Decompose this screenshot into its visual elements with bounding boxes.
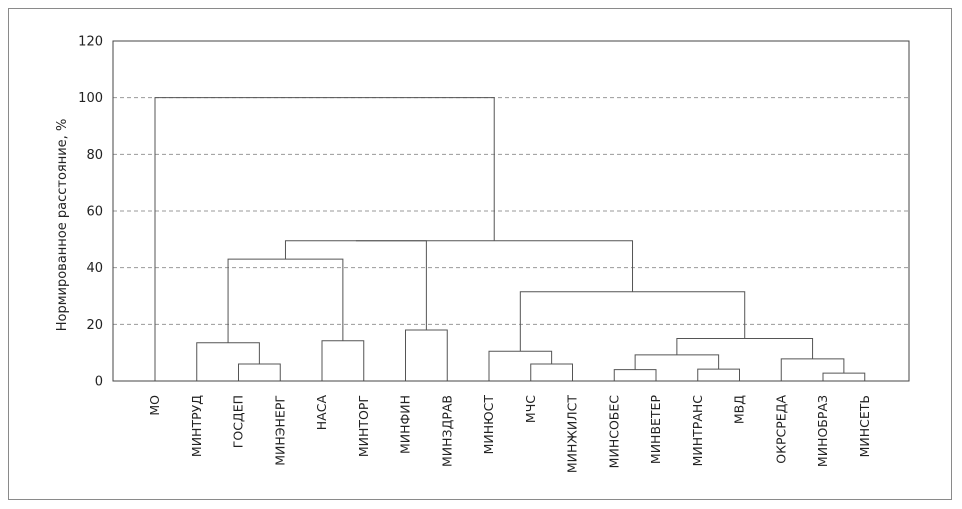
grid-lines xyxy=(113,97,909,325)
dendrogram-link xyxy=(227,258,344,343)
x-category-label: МО xyxy=(147,395,162,416)
dendrogram-link xyxy=(238,363,281,381)
x-category-label: МИНВЕТЕР xyxy=(648,395,663,465)
x-category-label: ГОСДЕП xyxy=(231,395,246,448)
y-tick-label: 20 xyxy=(86,318,103,333)
dendrogram-links xyxy=(154,97,866,381)
x-category-label: МИНЮСТ xyxy=(481,395,496,455)
axes xyxy=(112,40,910,382)
x-category-label: МИНТРАНС xyxy=(690,395,705,467)
x-category-label: МИНЭНЕРГ xyxy=(272,395,287,466)
y-tick-label: 40 xyxy=(86,261,103,276)
x-category-label: МИНТОРГ xyxy=(356,395,371,457)
dendrogram-link xyxy=(530,363,573,381)
x-category-label: МВД xyxy=(732,395,747,424)
dendrogram-link xyxy=(697,368,740,381)
x-category-label: МИНФИН xyxy=(398,395,413,454)
y-axis-title: Нормированное расстояние, % xyxy=(55,119,70,332)
x-category-label: МИНТРУД xyxy=(189,395,204,457)
x-category-label: МЧС xyxy=(523,395,538,423)
y-tick-labels: 0 20 40 60 80 100 120 xyxy=(78,35,103,390)
dendrogram-link xyxy=(284,240,427,330)
x-category-label: НАСА xyxy=(314,395,329,431)
x-category-label: МИНСЕТЬ xyxy=(857,395,872,457)
dendrogram-link xyxy=(154,97,495,381)
dendrogram-link xyxy=(196,342,260,381)
dendrogram-link xyxy=(405,329,448,381)
plot-area-border xyxy=(112,40,910,382)
y-tick-label: 60 xyxy=(86,205,103,220)
dendrogram-link xyxy=(519,291,746,352)
dendrogram-link xyxy=(355,240,634,292)
chart-frame xyxy=(8,8,952,500)
y-tick-label: 120 xyxy=(78,35,103,50)
y-tick-label: 80 xyxy=(86,148,103,163)
y-tick-label: 0 xyxy=(95,375,103,390)
y-tick-label: 100 xyxy=(78,91,103,106)
x-category-label: МИНОБРАЗ xyxy=(815,395,830,467)
dendrogram-link xyxy=(676,338,814,359)
x-category-label: МИНЗДРАВ xyxy=(439,395,454,467)
dendrogram-link xyxy=(488,350,553,381)
x-category-label: МИНСОБЕС xyxy=(606,395,621,469)
x-category-labels: МО МИНТРУД ГОСДЕП МИНЭНЕРГ НАСА МИНТОРГ МИНФИН… xyxy=(147,395,872,474)
dendrogram-link xyxy=(634,354,720,370)
dendrogram-link xyxy=(780,358,845,381)
dendrogram-link xyxy=(613,369,657,381)
dendrogram-link xyxy=(822,372,866,381)
x-category-label: ОКРСРЕДА xyxy=(773,395,788,464)
x-category-label: МИНЖИЛСТ xyxy=(565,395,580,473)
dendrogram-link xyxy=(321,340,365,381)
